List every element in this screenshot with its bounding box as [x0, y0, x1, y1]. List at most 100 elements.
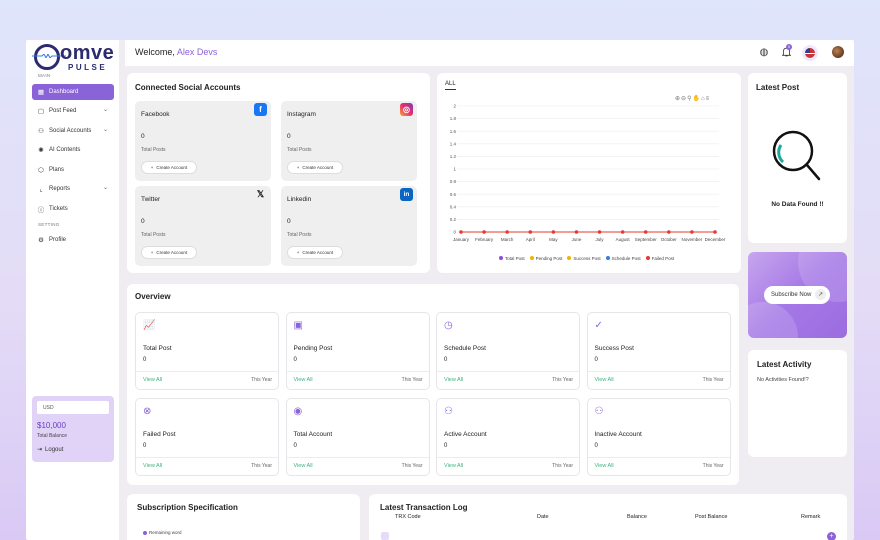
data-point[interactable]	[574, 230, 579, 234]
data-point[interactable]	[620, 230, 625, 234]
post-count-label: Total Posts	[287, 147, 312, 153]
data-point[interactable]	[643, 230, 648, 234]
sidebar-item-social-accounts[interactable]: ⚇ Social Accounts ⌄	[32, 123, 114, 139]
y-tick-label: 1.2	[450, 154, 457, 159]
overview-stat-card: ◷ Schedule Post 0 View All This Year	[436, 312, 580, 390]
avatar[interactable]	[832, 46, 844, 58]
menu-icon[interactable]: ≡	[705, 96, 711, 102]
legend-item[interactable]: Total Post	[498, 256, 525, 261]
divider	[587, 371, 730, 372]
stat-name: Active Account	[444, 431, 487, 438]
x-tick-label: November	[682, 237, 703, 242]
sidebar-item-profile[interactable]: ⚙ Profile	[32, 232, 114, 248]
data-point[interactable]	[667, 230, 671, 234]
bell-icon[interactable]: 0	[780, 44, 792, 58]
sidebar-item-tickets[interactable]: ⓘ Tickets	[32, 201, 114, 217]
legend-dot	[567, 256, 572, 260]
globe-icon[interactable]: ◍	[759, 46, 769, 58]
plus-icon: +	[150, 250, 154, 255]
pulse-icon	[32, 54, 66, 58]
y-tick-label: 1.6	[450, 129, 457, 134]
add-icon[interactable]: +	[827, 532, 836, 540]
account-name: Linkedin	[287, 196, 312, 203]
brand-logo[interactable]: omve PULSE	[32, 42, 122, 74]
data-point[interactable]	[528, 230, 533, 234]
language-flag-icon[interactable]	[802, 45, 818, 61]
data-point[interactable]	[482, 230, 486, 234]
top-bar: Welcome, Alex Devs ◍ 0	[125, 40, 854, 66]
account-name: Twitter	[141, 196, 161, 203]
latest-activity-title: Latest Activity	[757, 360, 812, 369]
create-account-button[interactable]: + Create Account	[141, 246, 197, 259]
sidebar-item-dashboard[interactable]: ▦ Dashboard	[32, 84, 114, 100]
pan-hand-icon[interactable]: ✋	[692, 96, 701, 102]
no-data-message: No Data Found !!	[771, 201, 824, 208]
subscribe-label: Subscribe Now	[771, 292, 812, 298]
sidebar-item-ai-contents[interactable]: ✺ AI Contents	[32, 142, 114, 158]
divider	[437, 457, 579, 458]
legend-item[interactable]: Success Post	[567, 256, 601, 261]
subscribe-now-button[interactable]: Subscribe Now ↗	[764, 286, 830, 304]
view-all-link[interactable]: View All	[293, 463, 313, 469]
period-label: This Year	[401, 377, 423, 383]
home-icon[interactable]: ⌂	[700, 96, 706, 102]
view-all-link[interactable]: View All	[444, 377, 464, 383]
sidebar-item-label: Tickets	[49, 206, 68, 212]
button-label: Create Account	[302, 165, 334, 170]
post-count: 0	[141, 218, 145, 225]
logout-icon: ⇥	[37, 447, 43, 453]
logout-button[interactable]: ⇥ Logout	[37, 446, 63, 454]
sidebar-item-label: Post Feed	[49, 108, 77, 114]
sidebar-item-post-feed[interactable]: ▢ Post Feed ⌄	[32, 103, 114, 119]
zoom-in-icon[interactable]: ⊕	[675, 96, 682, 102]
data-point[interactable]	[690, 230, 694, 234]
decor-blob	[748, 302, 798, 338]
overview-stat-card: ✓ Success Post 0 View All This Year	[586, 312, 731, 390]
view-all-link[interactable]: View All	[444, 463, 464, 469]
tab-all[interactable]: ALL	[445, 81, 456, 90]
view-all-link[interactable]: View All	[594, 463, 614, 469]
data-point[interactable]	[713, 230, 717, 234]
users-icon: ⚇	[38, 128, 44, 135]
legend-item[interactable]: Pending Post	[529, 256, 562, 261]
column-header: TRX Code	[395, 514, 421, 520]
data-point[interactable]	[459, 230, 463, 234]
linkedin-icon: in	[400, 188, 413, 201]
column-header: Date	[537, 514, 549, 520]
column-header: Balance	[627, 514, 647, 520]
grid-icon: ▦	[37, 89, 45, 96]
period-label: This Year	[251, 377, 272, 383]
period-label: This Year	[552, 463, 573, 469]
view-all-link[interactable]: View All	[143, 463, 163, 469]
view-all-link[interactable]: View All	[143, 377, 163, 383]
create-account-button[interactable]: + Create Account	[287, 161, 343, 174]
y-tick-label: 1	[453, 167, 456, 172]
account-name: Instagram	[287, 111, 316, 118]
create-account-button[interactable]: + Create Account	[141, 161, 197, 174]
sidebar-item-plans[interactable]: ⬡ Plans	[32, 162, 114, 178]
social-account-instagram: Instagram ◎ 0 Total Posts + Create Accoun…	[281, 101, 417, 181]
social-account-linkedin: Linkedin in 0 Total Posts + Create Accoun…	[281, 186, 417, 266]
magnify-icon[interactable]: ⚲	[687, 96, 693, 102]
feed-icon: ▢	[37, 108, 45, 115]
posts-chart-card: ALL ⊕⊖⚲✋⌂≡ 0 0.2 0.4 0.6 0.8 1 1.2 1.4 1.6 1.8 2 Ja…	[437, 73, 741, 273]
period-label: This Year	[401, 463, 423, 469]
currency-select[interactable]: USD	[37, 401, 109, 414]
legend-item[interactable]: Failed Post	[645, 256, 674, 261]
post-count-label: Total Posts	[141, 147, 166, 153]
divider	[136, 457, 278, 458]
overview-stat-card: ⊗ Failed Post 0 View All This Year	[135, 398, 279, 476]
remaining-word-legend: Remaining word	[143, 530, 182, 535]
data-point[interactable]	[551, 230, 556, 234]
data-point[interactable]	[597, 230, 602, 234]
create-account-button[interactable]: + Create Account	[287, 246, 343, 259]
gear-icon: ⚙	[38, 237, 44, 244]
view-all-link[interactable]: View All	[293, 377, 313, 383]
view-all-link[interactable]: View All	[594, 377, 614, 383]
sidebar-item-reports[interactable]: ⌞ Reports ⌄	[32, 181, 114, 197]
legend-item[interactable]: Schedule Post	[605, 256, 641, 261]
stat-name: Success Post	[594, 345, 634, 352]
zoom-out-icon[interactable]: ⊖	[681, 96, 688, 102]
data-point[interactable]	[505, 230, 509, 234]
ai-icon: ✺	[38, 147, 44, 154]
